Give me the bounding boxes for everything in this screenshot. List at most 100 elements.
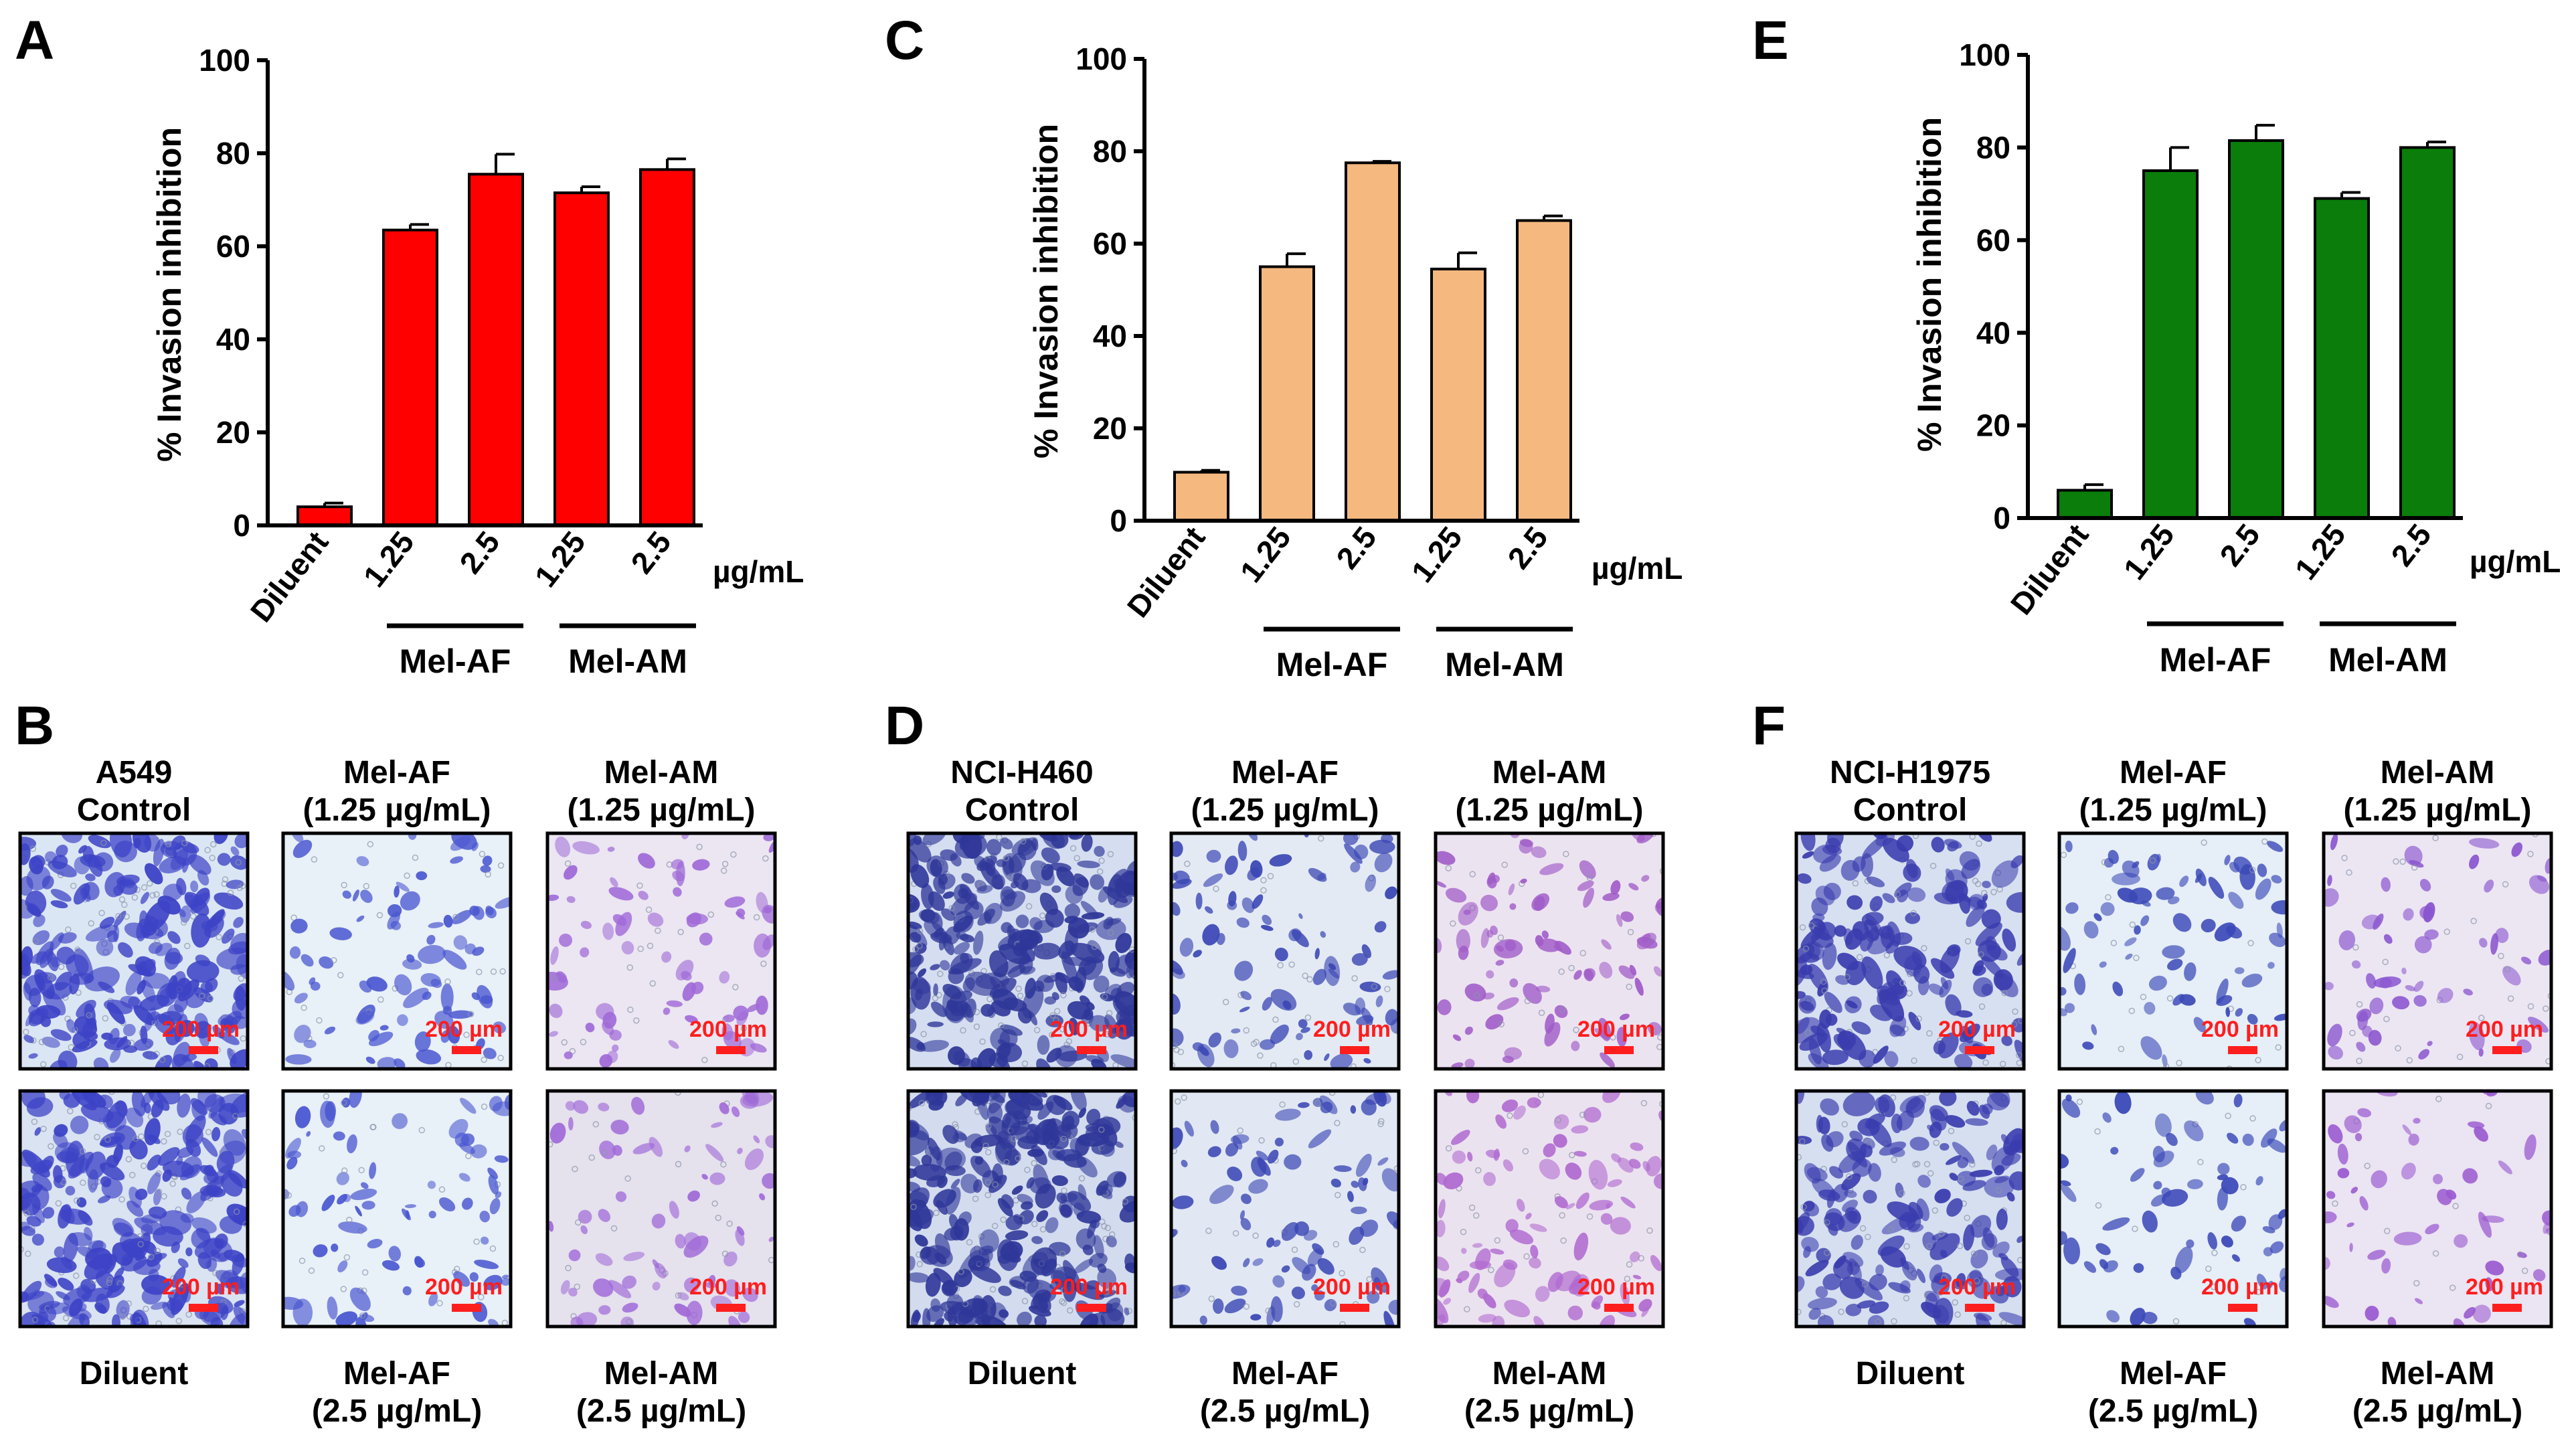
stained-cell xyxy=(908,1120,920,1136)
membrane-pore xyxy=(2132,1225,2138,1232)
stained-cell xyxy=(1007,964,1026,978)
stained-cell xyxy=(2255,878,2271,900)
stained-cell xyxy=(1284,1154,1302,1170)
stained-cell xyxy=(559,933,572,947)
stained-cell xyxy=(999,1029,1018,1048)
stained-cell xyxy=(1077,860,1100,869)
stained-cell xyxy=(1852,856,1866,872)
membrane-pore xyxy=(1013,1197,1019,1204)
stained-cell xyxy=(2511,842,2522,857)
stained-cell xyxy=(1865,914,1883,936)
stained-cell xyxy=(1000,891,1026,912)
stained-cell xyxy=(211,1126,221,1142)
stained-cell xyxy=(2217,1187,2228,1211)
stained-cell xyxy=(1630,1142,1644,1151)
micrograph-cells xyxy=(1796,833,2024,1069)
scale-bar-label: 200 µm xyxy=(1938,1017,2016,1042)
membrane-pore xyxy=(989,1286,997,1293)
stained-cell xyxy=(2239,864,2255,890)
y-tick-label: 100 xyxy=(1959,37,2010,72)
membrane-pore xyxy=(100,839,107,847)
stained-cell xyxy=(1906,859,1918,879)
membrane-pore xyxy=(720,1161,727,1168)
caption-diluent: Diluent xyxy=(968,1356,1077,1391)
stained-cell xyxy=(50,956,61,968)
membrane-pore xyxy=(1059,1298,1065,1305)
stained-cell xyxy=(684,1277,699,1293)
stained-cell xyxy=(1879,989,1905,1022)
stained-cell xyxy=(1961,859,1981,879)
stained-cell xyxy=(1817,1314,1834,1327)
stained-cell xyxy=(1241,1193,1252,1204)
stained-cell xyxy=(58,932,77,944)
stained-cell xyxy=(155,1055,173,1069)
stained-cell xyxy=(1480,894,1498,912)
membrane-pore xyxy=(1272,1016,1279,1023)
membrane-pore xyxy=(1101,993,1108,1001)
membrane-pore xyxy=(233,1208,240,1215)
stained-cell xyxy=(1451,1062,1464,1069)
stained-cell xyxy=(1250,1314,1262,1321)
membrane-pore xyxy=(1025,903,1033,910)
stained-cell xyxy=(1008,1091,1044,1111)
stained-cell xyxy=(1629,964,1637,976)
membrane-pore xyxy=(1334,1191,1341,1199)
stained-cell xyxy=(289,946,301,959)
membrane-pore xyxy=(2010,1021,2018,1028)
stained-cell xyxy=(2184,962,2197,981)
stained-cell xyxy=(1892,978,1904,986)
stained-cell xyxy=(1553,944,1563,952)
stained-cell xyxy=(1001,1194,1014,1209)
stained-cell xyxy=(1385,886,1397,900)
stained-cell xyxy=(2000,1256,2019,1278)
stained-cell xyxy=(63,1093,80,1108)
micrograph-cells xyxy=(1436,833,1663,1069)
stained-cell xyxy=(2208,877,2225,899)
stained-cell xyxy=(1472,1243,1483,1248)
stained-cell xyxy=(35,941,54,966)
stained-cell xyxy=(997,1254,1011,1264)
membrane-pore xyxy=(1474,992,1480,999)
bars xyxy=(1173,161,1572,522)
stained-cell xyxy=(2502,966,2521,986)
stained-cell xyxy=(1634,977,1644,996)
stained-cell xyxy=(958,1057,980,1069)
membrane-pore xyxy=(982,1142,989,1149)
scale-bar-label: 200 µm xyxy=(1577,1274,1655,1300)
membrane-pore xyxy=(937,970,944,977)
micrograph-frame xyxy=(906,1089,1138,1329)
stained-cell xyxy=(1124,1262,1136,1274)
stained-cell xyxy=(2425,1223,2439,1235)
stained-cell xyxy=(171,1241,180,1254)
stained-cell xyxy=(96,938,114,956)
stained-cell xyxy=(1438,1199,1446,1219)
stained-cell xyxy=(742,1091,760,1105)
membrane-pore xyxy=(1031,1160,1037,1167)
stained-cell xyxy=(1203,873,1223,887)
stained-cell xyxy=(2350,1187,2358,1194)
panel-label-c: C xyxy=(885,10,924,71)
stained-cell xyxy=(942,985,968,1023)
stained-cell xyxy=(2424,929,2439,940)
stained-cell xyxy=(2195,873,2203,883)
stained-cell xyxy=(2221,1177,2239,1195)
bar xyxy=(2228,139,2284,519)
membrane-pore xyxy=(1291,1246,1298,1254)
micrograph-frame xyxy=(2057,1089,2289,1329)
stained-cell xyxy=(2207,1232,2217,1250)
membrane-pore xyxy=(222,876,229,883)
stained-cell xyxy=(21,1225,35,1236)
membrane-pore xyxy=(1015,1155,1021,1162)
stained-cell xyxy=(1482,993,1494,1000)
stained-cell xyxy=(85,873,96,881)
stained-cell xyxy=(427,1181,436,1189)
stained-cell xyxy=(1330,1053,1353,1069)
membrane-pore xyxy=(1049,1012,1056,1019)
membrane-pore xyxy=(2449,1284,2456,1291)
stained-cell xyxy=(2179,875,2189,887)
stained-cell xyxy=(28,1053,38,1059)
stained-cell xyxy=(2371,1170,2387,1189)
micrograph-panel-d: D NCI-H460 Control Mel-AF (1.25 µg/mL) M… xyxy=(885,695,1665,1429)
stained-cell xyxy=(350,1188,377,1201)
stained-cell xyxy=(1600,1052,1615,1068)
